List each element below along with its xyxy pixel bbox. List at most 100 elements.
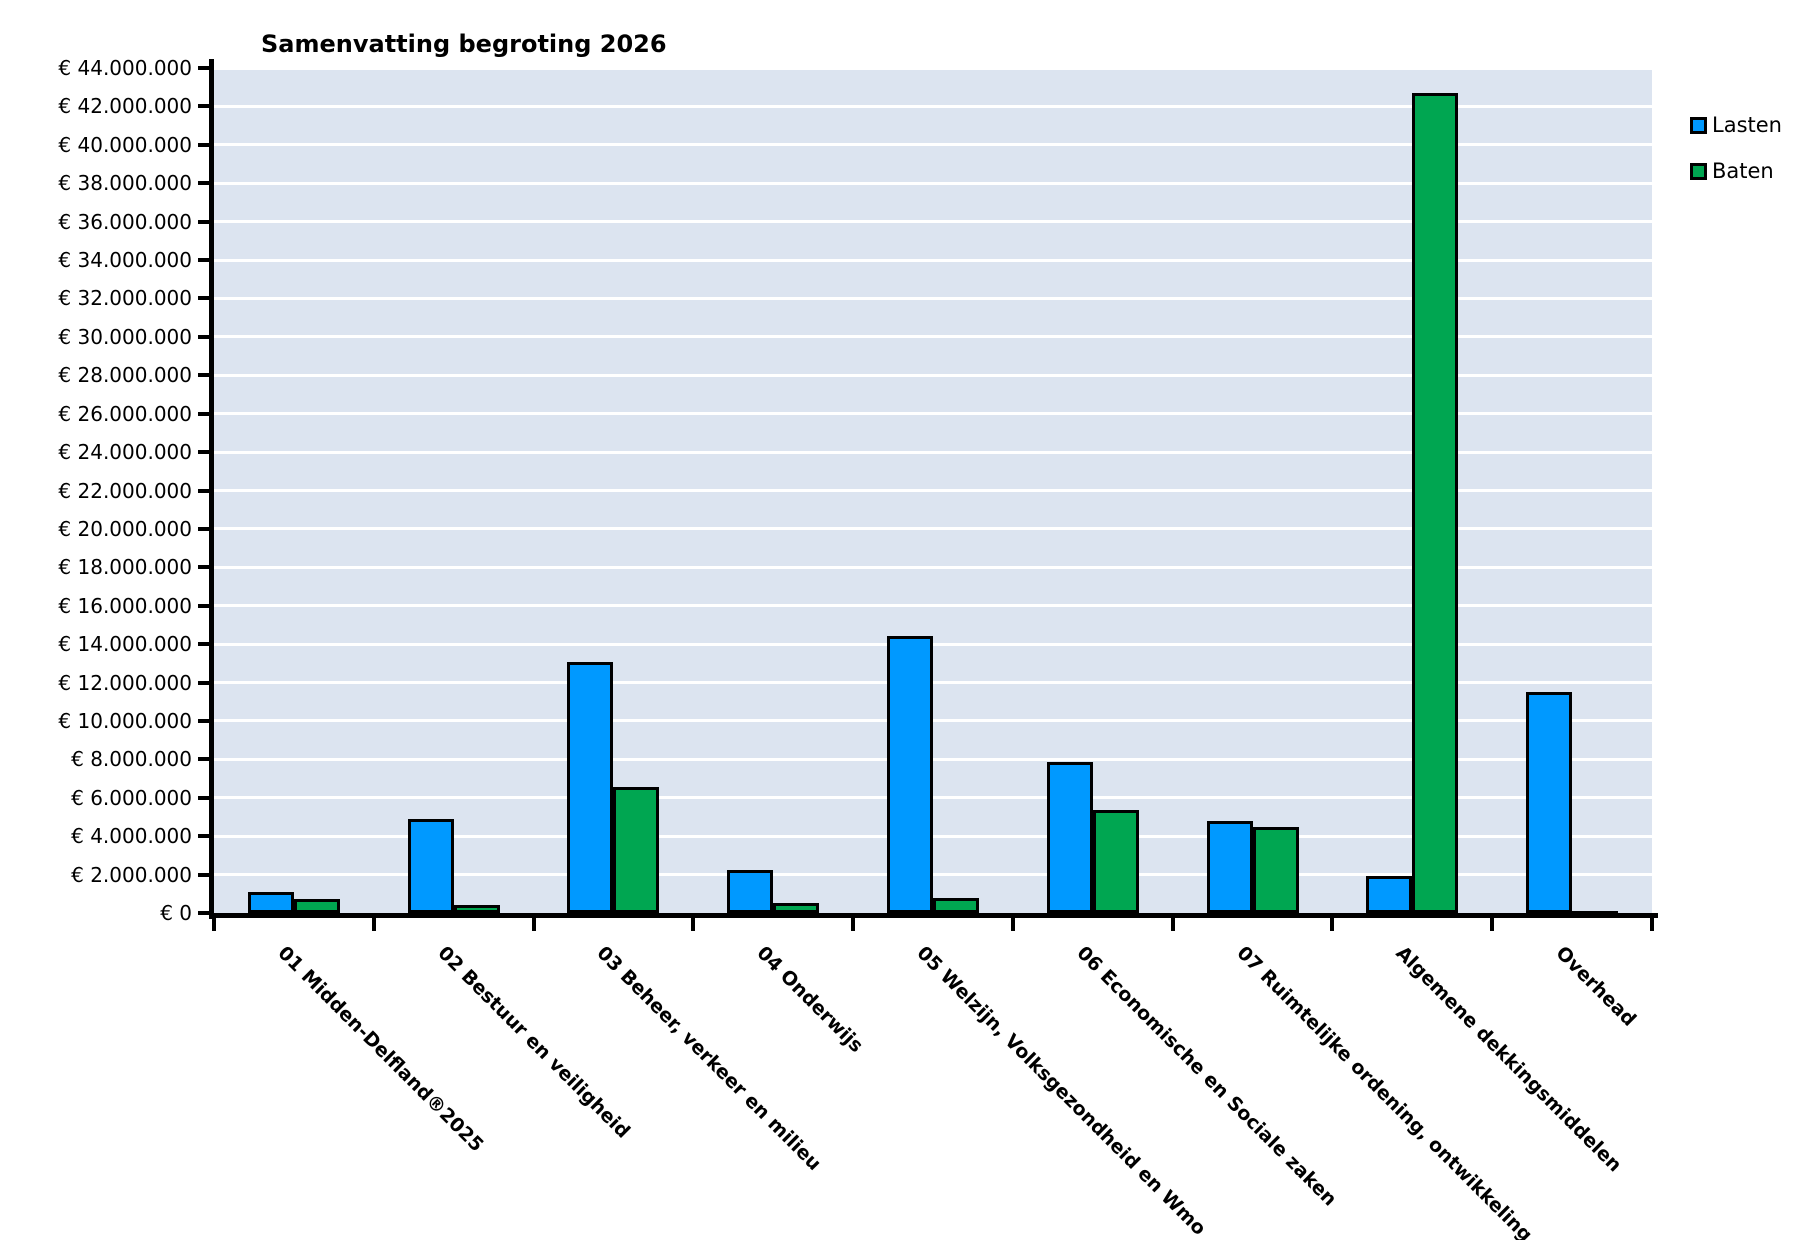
y-tick xyxy=(198,66,209,70)
x-tick xyxy=(1010,918,1015,931)
x-tick xyxy=(1170,918,1175,931)
gridline xyxy=(214,143,1652,147)
chart-title: Samenvatting begroting 2026 xyxy=(261,30,667,58)
bar-lasten-6 xyxy=(1046,761,1093,913)
y-tick-label: € 22.000.000 xyxy=(58,478,192,503)
y-tick xyxy=(198,834,209,839)
y-tick-label: € 8.000.000 xyxy=(71,747,192,772)
gridline xyxy=(214,181,1652,185)
x-category-label: 07 Ruimtelijke ordening, ontwikkeling xyxy=(1231,942,1537,1240)
y-axis-line xyxy=(209,59,214,919)
x-tick xyxy=(531,918,536,931)
y-tick-label: € 42.000.000 xyxy=(58,94,192,119)
bar-baten-8 xyxy=(1412,92,1459,913)
gridline xyxy=(214,527,1652,531)
y-tick-label: € 34.000.000 xyxy=(58,248,192,273)
y-tick xyxy=(198,680,209,685)
gridline xyxy=(214,834,1652,838)
y-tick-label: € 32.000.000 xyxy=(58,286,192,311)
y-tick xyxy=(198,373,209,378)
y-tick-label: € 36.000.000 xyxy=(58,209,192,234)
y-tick-label: € 38.000.000 xyxy=(58,171,192,196)
x-category-label: 02 Bestuur en veiligheid xyxy=(433,942,634,1143)
bar-lasten-8 xyxy=(1366,875,1413,913)
bar-baten-6 xyxy=(1092,810,1139,913)
y-tick-label: € 28.000.000 xyxy=(58,363,192,388)
x-category-label: 04 Onderwijs xyxy=(752,942,868,1057)
bar-lasten-5 xyxy=(887,636,933,913)
y-tick xyxy=(198,642,209,647)
y-tick xyxy=(198,450,209,455)
gridline xyxy=(214,412,1652,416)
bar-lasten-1 xyxy=(247,891,294,913)
y-tick xyxy=(198,526,209,531)
y-tick xyxy=(198,219,209,224)
x-axis-line xyxy=(209,913,1658,918)
bar-baten-4 xyxy=(773,903,820,913)
gridline xyxy=(214,757,1652,761)
x-tick xyxy=(1490,918,1495,931)
y-tick-label: € 14.000.000 xyxy=(58,632,192,657)
gridline xyxy=(214,873,1652,877)
y-tick xyxy=(198,565,209,570)
legend-label-baten: Baten xyxy=(1712,159,1774,183)
gridline xyxy=(214,796,1652,800)
y-tick-label: € 16.000.000 xyxy=(58,593,192,618)
legend-item-lasten: Lasten xyxy=(1690,109,1782,141)
y-tick xyxy=(198,795,209,800)
legend-item-baten: Baten xyxy=(1690,155,1774,187)
y-tick-label: € 40.000.000 xyxy=(58,132,192,157)
bar-baten-1 xyxy=(293,898,340,913)
bar-baten-2 xyxy=(453,905,500,913)
x-category-label: 05 Welzijn, Volksgezondheid en Wmo xyxy=(912,942,1211,1240)
y-tick xyxy=(198,296,209,301)
x-tick xyxy=(371,918,376,931)
y-tick xyxy=(198,911,209,915)
y-tick-label: € 26.000.000 xyxy=(58,401,192,426)
bar-baten-7 xyxy=(1252,827,1299,913)
baten-swatch-icon xyxy=(1690,162,1707,180)
y-tick xyxy=(198,718,209,723)
gridline xyxy=(214,450,1652,454)
gridline xyxy=(214,719,1652,723)
x-category-label: Overhead xyxy=(1551,942,1641,1031)
y-tick-label: € 30.000.000 xyxy=(58,324,192,349)
x-tick xyxy=(851,918,856,931)
y-tick-label: € 18.000.000 xyxy=(58,555,192,580)
y-tick xyxy=(198,757,209,762)
y-tick-label: € 20.000.000 xyxy=(58,516,192,541)
y-tick xyxy=(198,104,209,109)
bar-lasten-9 xyxy=(1526,692,1573,913)
gridline xyxy=(214,373,1652,377)
y-tick-label: € 0 xyxy=(160,901,192,925)
plot-area xyxy=(214,66,1652,913)
y-tick-label: € 44.000.000 xyxy=(58,56,192,80)
gridline xyxy=(214,489,1652,492)
bar-lasten-7 xyxy=(1206,821,1253,913)
y-tick xyxy=(198,334,209,339)
y-tick xyxy=(198,142,209,147)
gridline xyxy=(214,565,1652,569)
y-tick-label: € 10.000.000 xyxy=(58,708,192,733)
gridline xyxy=(214,104,1652,108)
y-tick xyxy=(198,258,209,263)
gridline xyxy=(214,220,1652,224)
x-category-label: 06 Economische en Sociale zaken xyxy=(1072,942,1341,1211)
bar-lasten-2 xyxy=(407,818,454,913)
x-tick xyxy=(212,918,216,931)
gridline xyxy=(214,296,1652,300)
y-tick-label: € 4.000.000 xyxy=(71,824,192,849)
y-tick-label: € 12.000.000 xyxy=(58,670,192,695)
gridline xyxy=(214,642,1652,646)
y-tick xyxy=(198,488,209,493)
y-tick-label: € 6.000.000 xyxy=(71,785,192,810)
bar-baten-5 xyxy=(933,898,979,913)
gridline xyxy=(214,66,1652,70)
gridline xyxy=(214,681,1652,685)
y-tick xyxy=(198,181,209,186)
gridline xyxy=(214,258,1652,262)
gridline xyxy=(214,604,1652,608)
bar-baten-9 xyxy=(1572,911,1619,913)
y-tick xyxy=(198,872,209,877)
